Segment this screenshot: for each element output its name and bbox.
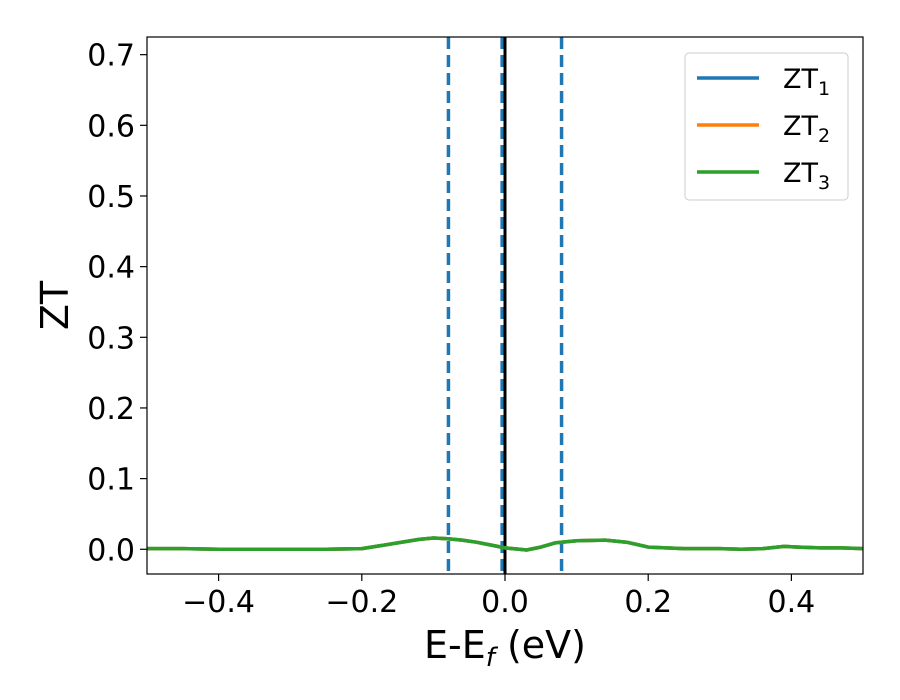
legend: ZT1 ZT2 ZT3 — [684, 52, 849, 201]
legend-entry-zt2: ZT2 — [697, 111, 830, 147]
legend-entry-zt3: ZT3 — [697, 158, 830, 194]
reference-lines — [446, 37, 564, 574]
x-axis-label: E-Ef (eV) — [424, 623, 586, 673]
y-tick-label: 0.4 — [87, 251, 135, 286]
x-tick-label: −0.2 — [325, 585, 398, 620]
legend-label: ZT3 — [783, 158, 830, 194]
y-tick-label: 0.6 — [87, 109, 135, 144]
x-tick-label: 0.2 — [624, 585, 672, 620]
y-tick-label: 0.0 — [87, 533, 135, 568]
x-tick-label: 0.0 — [481, 585, 529, 620]
y-tick-label: 0.3 — [87, 321, 135, 356]
y-tick-label: 0.7 — [87, 39, 135, 74]
legend-label: ZT1 — [783, 64, 830, 100]
x-tick-label: 0.4 — [768, 585, 816, 620]
y-tick-label: 0.2 — [87, 392, 135, 427]
legend-label: ZT2 — [783, 111, 830, 147]
legend-box — [684, 52, 849, 201]
x-axis-ticks: −0.4 −0.2 0.0 0.2 0.4 — [182, 574, 815, 620]
y-tick-label: 0.5 — [87, 180, 135, 215]
legend-entry-zt1: ZT1 — [697, 64, 830, 100]
y-axis-ticks: 0.0 0.1 0.2 0.3 0.4 0.5 0.6 0.7 — [87, 39, 147, 568]
series-lines — [147, 536, 863, 552]
series-line-zt3 — [147, 536, 863, 552]
y-tick-label: 0.1 — [87, 463, 135, 498]
x-tick-label: −0.4 — [182, 585, 255, 620]
y-axis-label: ZT — [33, 280, 77, 330]
